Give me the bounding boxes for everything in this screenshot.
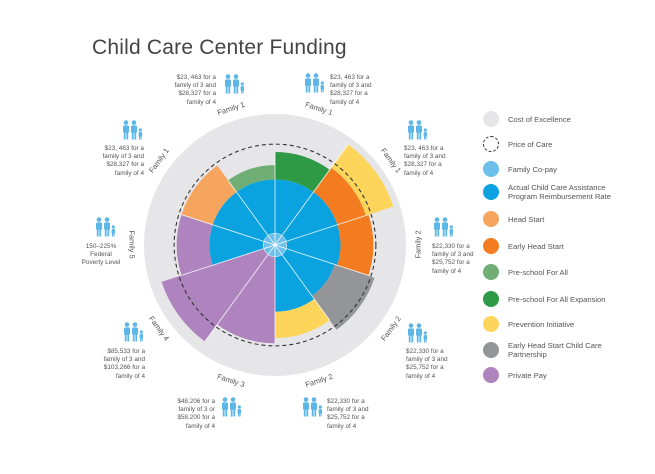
copay-divider: [274, 244, 283, 255]
family-icon: [405, 323, 429, 343]
legend-item-head-start: Head Start: [483, 211, 653, 227]
family-icon: [431, 217, 455, 237]
wedge-preschool-for-all: [228, 165, 275, 193]
legend-label: Early Head Start Child Care Partnership: [508, 341, 602, 359]
legend-swatch: [483, 291, 499, 307]
family-icon: [405, 120, 429, 140]
wedge-preschool-expansion: [275, 151, 330, 193]
wedge-ccap: [275, 224, 341, 266]
segment-divider: [227, 180, 276, 246]
family-income-note: $85,533 for a family of 3 and $103,266 f…: [103, 348, 145, 380]
family-income-note: $22,330 for a family of 3 and $25,752 fo…: [432, 243, 474, 275]
legend-item-preschool-for-all: Pre-school For All: [483, 264, 653, 280]
copay-divider: [274, 235, 283, 246]
family-income-note: $23, 463 for a family of 3 and $28,327 f…: [404, 145, 446, 177]
legend-label: Pre-school For All Expansion: [508, 294, 606, 304]
legend-swatch: [483, 264, 499, 280]
copay-divider: [274, 244, 287, 249]
legend-label: Early Head Start: [508, 241, 564, 251]
wedge-ccap: [275, 245, 315, 312]
family-icon: [222, 74, 246, 94]
wedge-ccap: [275, 192, 338, 245]
segment-divider: [181, 244, 276, 276]
wedge-ehs-partnership: [311, 264, 375, 330]
copay-divider: [263, 244, 276, 249]
family-income-note: 150–225% Federal Poverty Level: [81, 243, 121, 267]
wedge-private-pay: [161, 245, 275, 342]
wedge-ccap: [236, 179, 275, 245]
legend-item-private-pay: Private Pay: [483, 367, 653, 383]
page-title: Child Care Center Funding: [92, 36, 347, 59]
legend-swatch: [483, 136, 499, 152]
legend-label: Cost of Excellence: [508, 114, 571, 124]
wedge-early-head-start: [313, 167, 366, 225]
segment-divider: [274, 244, 375, 278]
copay-divider: [263, 241, 276, 246]
wedge-prevention: [331, 144, 394, 216]
family-income-note: $22,330 for a family of 3 and $25,752 fo…: [406, 348, 448, 380]
legend-item-preschool-expansion: Pre-school For All Expansion: [483, 291, 653, 307]
wedge-prevention: [275, 299, 330, 339]
family-income-note: $23, 463 for a family of 3 and $28,327 f…: [330, 74, 372, 106]
copay-divider: [267, 244, 276, 255]
legend-swatch: [483, 367, 499, 383]
family-label: Family 5: [127, 230, 137, 259]
segment-divider: [181, 214, 276, 246]
legend-label: Price of Care: [508, 139, 553, 149]
legend-label: Family Co-pay: [508, 164, 557, 174]
family-icon: [93, 217, 117, 237]
wedge-private-pay: [217, 245, 275, 344]
family-income-note: $23, 463 for a family of 3 and $28,327 f…: [174, 74, 216, 106]
legend-item-ehs-partnership: Early Head Start Child Care Partnership: [483, 341, 653, 359]
copay-divider: [267, 235, 276, 246]
legend-swatch: [483, 316, 499, 332]
segment-divider: [274, 144, 349, 246]
family-icon: [300, 397, 324, 417]
family-income-note: $23, 463 for a family of 3 and $28,327 f…: [102, 145, 144, 177]
legend-swatch: [483, 161, 499, 177]
legend-swatch: [483, 111, 499, 127]
legend-label: Pre-school For All: [508, 267, 568, 277]
segment-divider: [274, 214, 369, 246]
wedge-ccap: [275, 245, 335, 296]
family-icon: [219, 397, 243, 417]
legend-item-cost-of-excellence: Cost of Excellence: [483, 111, 653, 127]
legend-label: Private Pay: [508, 370, 547, 380]
family-icon: [121, 322, 145, 342]
copay-divider: [274, 241, 287, 246]
wedge-private-pay: [176, 214, 213, 276]
legend-item-ccap: Actual Child Care Assistance Program Rei…: [483, 183, 653, 201]
wedge-ccap: [212, 192, 275, 245]
legend-label: Head Start: [508, 214, 545, 224]
legend-swatch: [483, 342, 499, 358]
family-label: Family 2: [413, 230, 423, 259]
family-icon: [302, 73, 326, 93]
legend-item-early-head-start: Early Head Start: [483, 238, 653, 254]
family-income-note: $48,206 for a family of 3 or $58,200 for…: [177, 398, 215, 430]
legend-swatch: [483, 211, 499, 227]
legend-swatch: [483, 238, 499, 254]
segment-divider: [274, 244, 331, 321]
legend-item-price-of-care: Price of Care: [483, 136, 653, 152]
legend-swatch: [483, 184, 499, 200]
wedge-ccap: [209, 224, 275, 266]
legend-label: Prevention Initiative: [508, 319, 575, 329]
segment-divider: [204, 244, 276, 342]
wedge-head-start: [181, 165, 237, 225]
legend-item-family-copay: Family Co-pay: [483, 161, 653, 177]
family-icon: [120, 120, 144, 140]
family-income-note: $22,330 for a family of 3 and $25,752 fo…: [327, 398, 369, 430]
wedge-early-head-start: [337, 214, 374, 276]
price-of-care-circle: [173, 143, 377, 347]
legend-label: Actual Child Care Assistance Program Rei…: [508, 183, 611, 201]
wedge-ccap: [275, 179, 314, 245]
legend-item-prevention: Prevention Initiative: [483, 316, 653, 332]
